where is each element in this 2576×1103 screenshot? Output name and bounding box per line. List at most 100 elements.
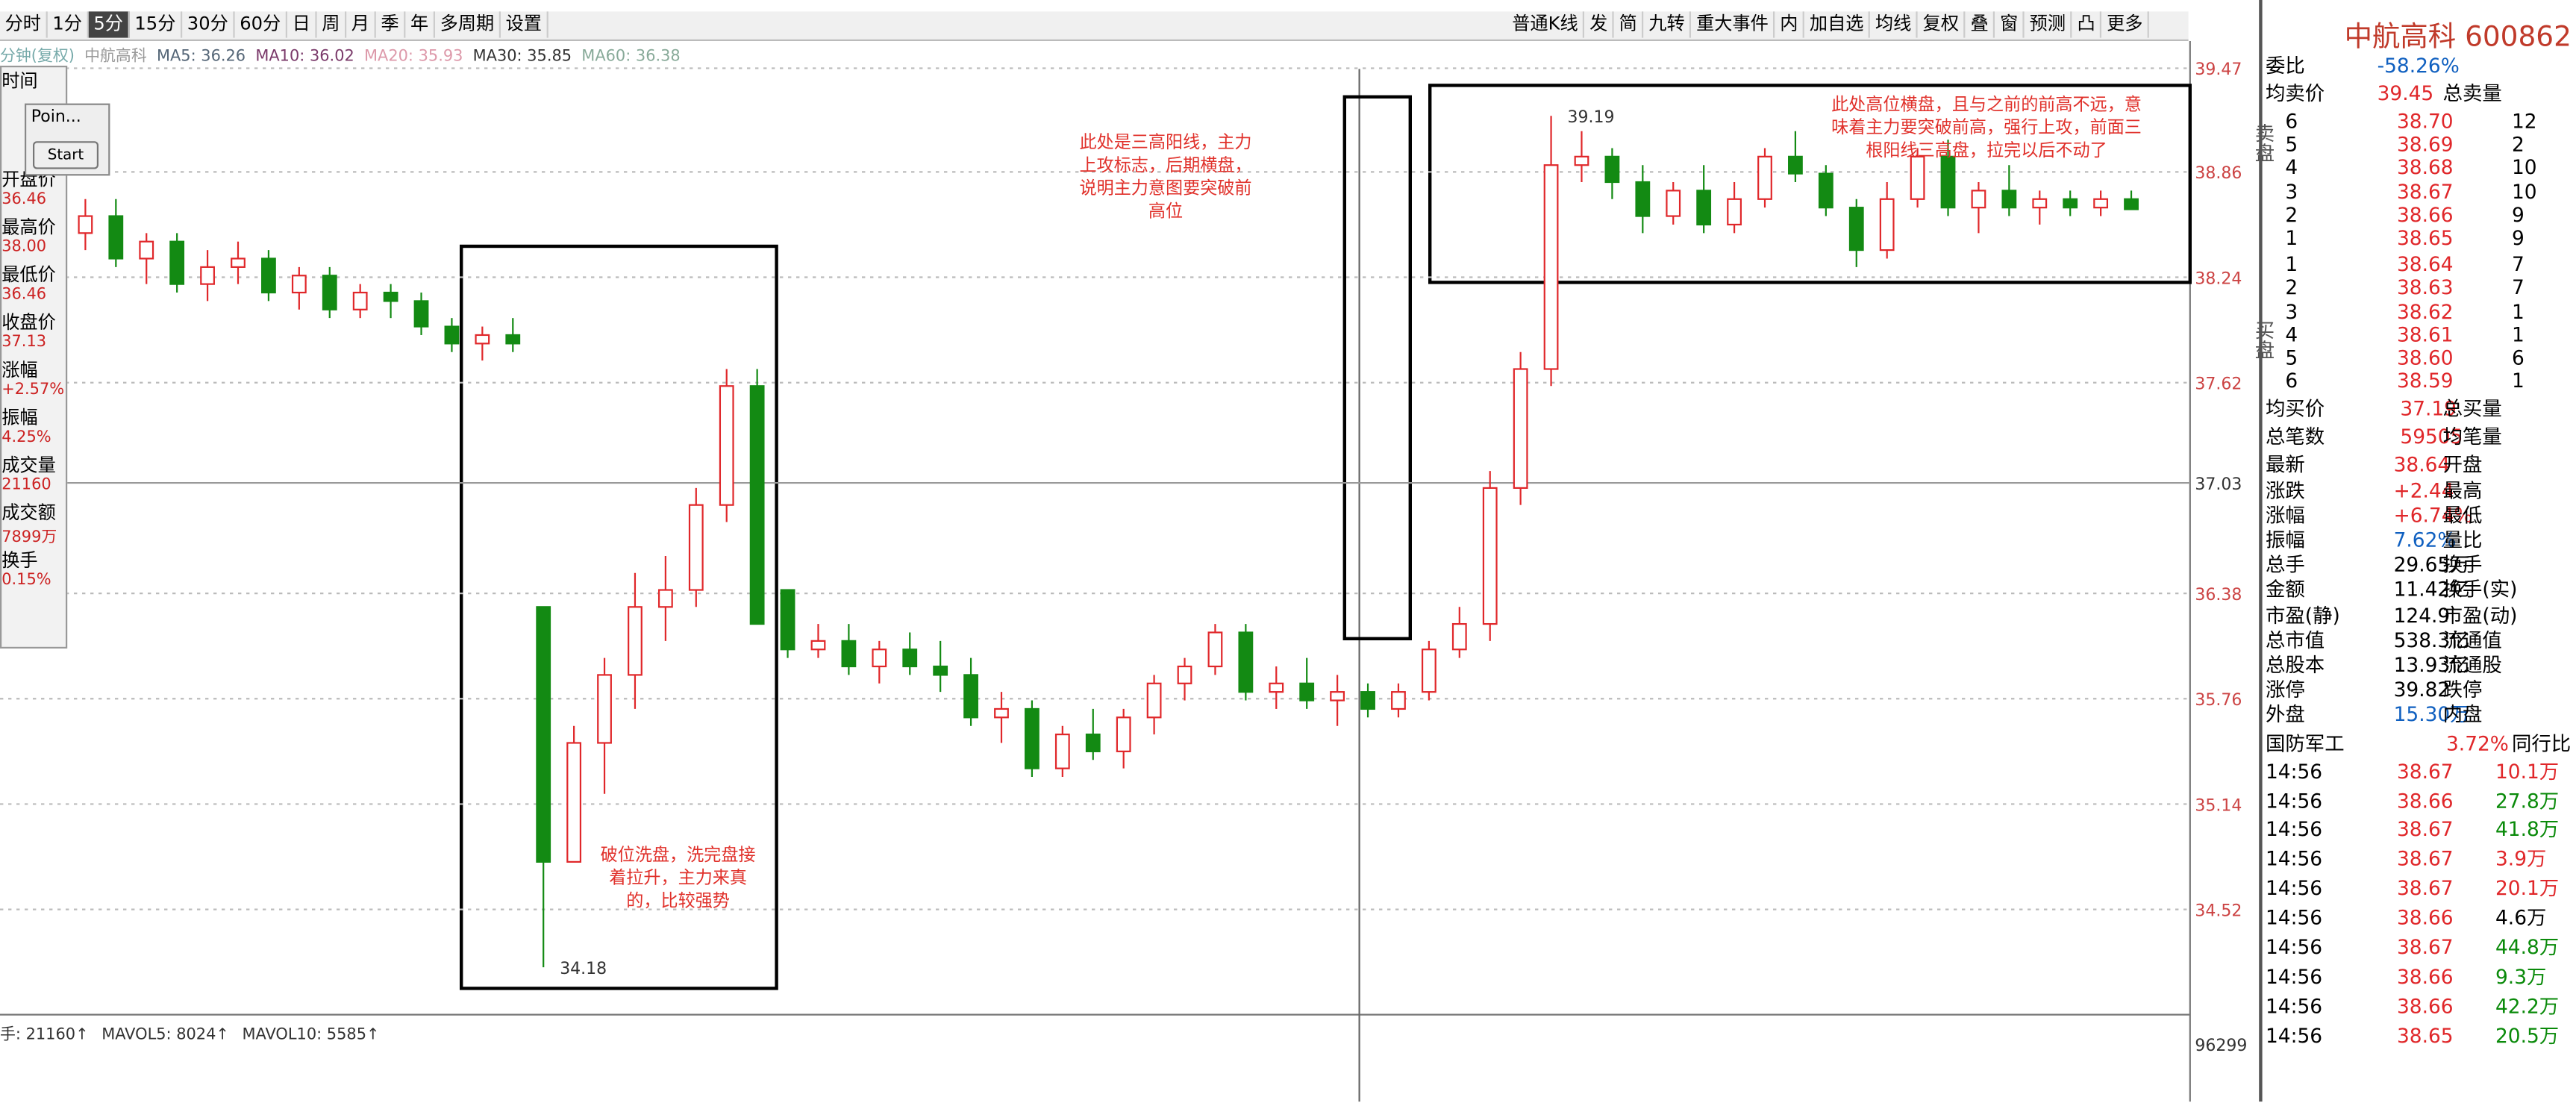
candle-body — [628, 606, 643, 676]
sell-row-cell: 10 — [2512, 156, 2537, 180]
tool-button[interactable]: 叠 — [1966, 11, 1995, 38]
tool-button[interactable]: 九转 — [1644, 11, 1692, 38]
period-tab[interactable]: 日 — [287, 11, 317, 38]
summary-row-cell: 总卖量 — [2442, 82, 2502, 105]
volume-axis-label: 96299 — [2195, 1037, 2247, 1055]
period-tab[interactable]: 年 — [405, 11, 435, 38]
field-value: 36.46 — [1, 190, 47, 208]
stat-row-cell: 外盘 — [2266, 703, 2305, 727]
candle-body — [1116, 716, 1131, 752]
field-label: 成交额 — [1, 502, 56, 524]
tool-button[interactable]: 凸 — [2072, 11, 2102, 38]
candle-body — [108, 215, 124, 260]
candle-body — [749, 385, 765, 625]
stat-row-cell: 最新 — [2266, 454, 2305, 477]
stat-row-cell: 总手 — [2266, 553, 2305, 577]
stat-row-cell: 总股本 — [2266, 653, 2325, 677]
candle-body — [1025, 707, 1040, 769]
tool-button[interactable]: 普通K线 — [1507, 11, 1585, 38]
stat-row: 振幅 7.62% 量比 — [2266, 527, 2576, 554]
summary-row-cell: -58.26% — [2377, 54, 2460, 78]
trade-row-cell: 38.66 — [2397, 965, 2454, 989]
candle-body — [719, 385, 734, 506]
buy-row-cell: 38.63 — [2397, 276, 2454, 300]
buy-row-cell: 7 — [2512, 253, 2525, 277]
stat-row-cell: 流通值 — [2442, 628, 2502, 652]
trade-row: 14:56 38.66 27.8万 — [2266, 787, 2576, 815]
candle-body — [2001, 190, 2017, 209]
period-tab[interactable]: 分时 — [0, 11, 48, 38]
tool-button[interactable]: 内 — [1775, 11, 1805, 38]
y-tick-label: 39.47 — [2195, 60, 2242, 79]
tool-button[interactable]: 加自选 — [1804, 11, 1871, 38]
candle-body — [1207, 631, 1223, 668]
period-tab[interactable]: 30分 — [182, 11, 235, 38]
tool-button[interactable]: 更多 — [2101, 11, 2150, 38]
stat-row-cell: 涨跌 — [2266, 478, 2305, 502]
summary-row-cell: 39.45 — [2377, 82, 2434, 105]
period-tab[interactable]: 60分 — [235, 11, 287, 38]
stat-row: 总市值 538.3亿 流通值 — [2266, 627, 2576, 654]
field-label: 成交量 — [1, 454, 56, 476]
trade-row-cell: 38.67 — [2397, 818, 2454, 842]
candle-body — [1879, 198, 1895, 251]
tool-button[interactable]: 简 — [1614, 11, 1644, 38]
y-tick-label: 36.38 — [2195, 586, 2242, 604]
trade-row-cell: 44.8万 — [2495, 936, 2560, 959]
tool-button[interactable]: 窗 — [1995, 11, 2025, 38]
buy-row: 1 38.64 7 — [2266, 251, 2576, 279]
tool-button[interactable]: 重大事件 — [1691, 11, 1775, 38]
buy-row-cell: 38.59 — [2397, 369, 2454, 393]
stat-row: 涨停 39.82 跌停 — [2266, 677, 2576, 704]
period-tab[interactable]: 5分 — [88, 11, 130, 38]
candle-body — [1238, 631, 1254, 693]
buy-row-cell: 38.64 — [2397, 253, 2454, 277]
field-label: 换手 — [1, 550, 38, 572]
stat-row: 最新 38.64 开盘 — [2266, 452, 2576, 480]
candle-body — [963, 674, 978, 719]
period-tab[interactable]: 15分 — [130, 11, 183, 38]
summary-row-cell: 均笔量 — [2442, 425, 2502, 449]
sell-row-cell: 6 — [2285, 110, 2298, 134]
period-tab[interactable]: 1分 — [48, 11, 89, 38]
period-tab[interactable]: 季 — [376, 11, 406, 38]
field-value: 36.46 — [1, 284, 47, 303]
trade-row-cell: 38.66 — [2397, 789, 2454, 812]
period-tab[interactable]: 多周期 — [435, 11, 501, 38]
tool-button[interactable]: 均线 — [1870, 11, 1919, 38]
period-tab[interactable]: 月 — [346, 11, 376, 38]
candle-body — [383, 291, 398, 302]
field-label: 涨幅 — [1, 359, 38, 381]
candle-body — [261, 257, 276, 294]
trade-row: 14:56 38.65 20.5万 — [2266, 1022, 2576, 1050]
buy-row-cell: 4 — [2285, 322, 2298, 346]
mini-window: Poin... Start — [25, 103, 110, 176]
start-button[interactable]: Start — [33, 141, 99, 169]
quote-panel: 中航高科 600862 委比 -58.26% 均卖价 39.45 总卖量 卖盘 6 38.70… — [2252, 0, 2576, 1102]
candle-body — [1513, 368, 1528, 490]
field-value: 4.25% — [1, 428, 51, 446]
sell-row-cell: 38.68 — [2397, 156, 2454, 180]
candle-body — [1177, 665, 1192, 684]
trade-row: 14:56 38.67 44.8万 — [2266, 934, 2576, 962]
stat-row-cell: 金额 — [2266, 578, 2305, 602]
period-tab[interactable]: 设置 — [501, 11, 548, 38]
candle-body — [413, 300, 429, 328]
trade-row-cell: 38.65 — [2397, 1024, 2454, 1047]
buy-row-cell: 3 — [2285, 299, 2298, 323]
buy-row-cell: 38.60 — [2397, 346, 2454, 369]
candle-body — [1666, 190, 1681, 217]
candle-body — [139, 240, 154, 260]
trade-row-cell: 20.1万 — [2495, 877, 2560, 901]
buy-row-cell: 5 — [2285, 346, 2298, 369]
sell-row-cell: 2 — [2512, 133, 2525, 157]
trade-row-cell: 14:56 — [2266, 818, 2323, 842]
period-tab[interactable]: 周 — [317, 11, 347, 38]
chart-bg — [0, 0, 2259, 1102]
tool-button[interactable]: 发 — [1584, 11, 1615, 38]
sell-row-cell: 38.65 — [2397, 226, 2454, 250]
tool-button[interactable]: 复权 — [1918, 11, 1966, 38]
candle-body — [810, 640, 826, 651]
tool-button[interactable]: 预测 — [2025, 11, 2072, 38]
buy-row: 5 38.60 6 — [2266, 345, 2576, 372]
